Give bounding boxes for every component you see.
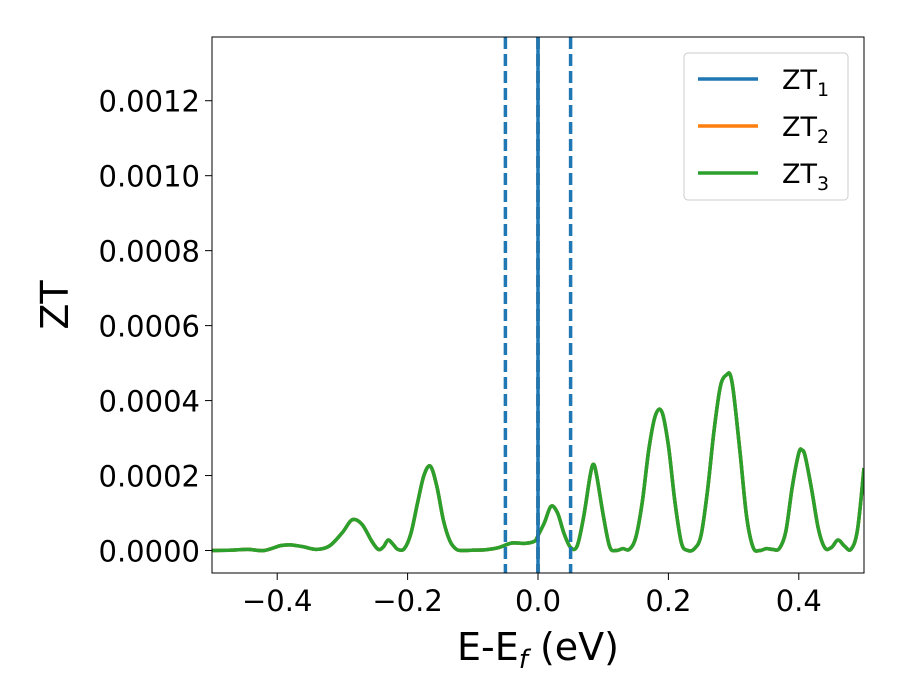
legend-label-subscript: 3 [817, 173, 829, 195]
legend-label: ZT2 [782, 112, 829, 148]
axes: −0.4 −0.2 0.0 0.2 0.4 0.0000 0.0002 0.0004 0.000… [99, 36, 865, 618]
y-tick-label: 0.0002 [99, 460, 200, 494]
legend-label-main: ZT [782, 65, 817, 96]
legend-label-subscript: 2 [817, 126, 829, 148]
x-axis-title-suffix: (eV) [528, 625, 619, 669]
y-tick-label: 0.0008 [99, 235, 200, 269]
x-tick-label: −0.4 [242, 584, 312, 618]
plot-area [212, 37, 864, 573]
legend-label-main: ZT [782, 112, 817, 143]
series-line-zt3 [212, 371, 864, 553]
y-tick-label: 0.0010 [99, 160, 200, 194]
legend-label: ZT1 [782, 65, 829, 101]
legend-label-subscript: 1 [817, 79, 829, 101]
x-axis-title-main: E-E [457, 625, 519, 669]
x-tick-label: 0.4 [776, 584, 822, 618]
x-tick-label: 0.0 [515, 584, 561, 618]
y-tick-label: 0.0006 [99, 310, 200, 344]
y-tick-label: 0.0012 [99, 85, 200, 119]
x-axis-title: E-Ef (eV) [457, 625, 619, 675]
legend-label-main: ZT [782, 159, 817, 190]
legend-label: ZT3 [782, 159, 829, 195]
x-tick-label: 0.2 [645, 584, 691, 618]
y-tick-label: 0.0000 [99, 535, 200, 569]
y-axis-title: ZT [33, 280, 77, 330]
legend-box [683, 52, 849, 201]
y-tick-label: 0.0004 [99, 385, 200, 419]
x-tick-label: −0.2 [372, 584, 442, 618]
